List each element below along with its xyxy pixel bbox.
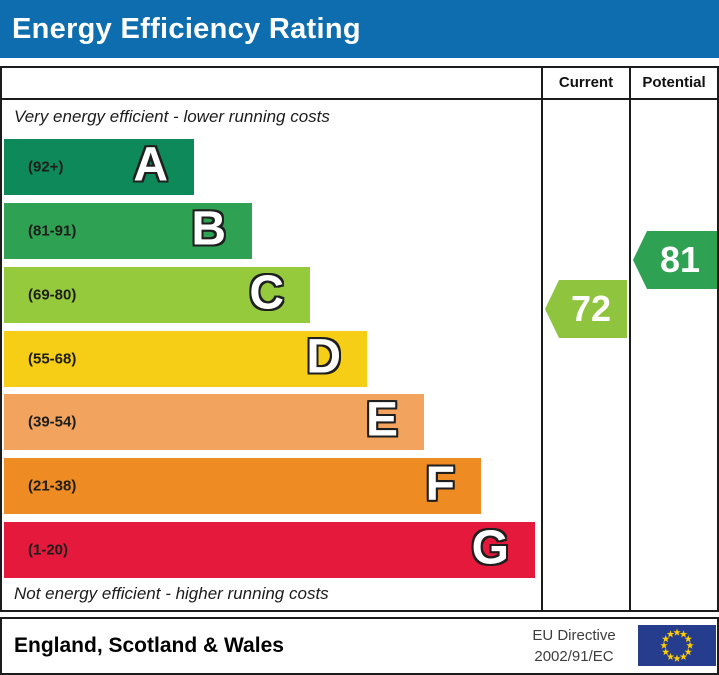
eu-directive-line2: 2002/91/EC [534, 648, 614, 665]
band-b: (81-91) B [4, 203, 252, 259]
potential-column-header: Potential [642, 74, 706, 91]
band-g-letter: G [471, 521, 509, 575]
top-caption: Very energy efficient - lower running co… [14, 107, 330, 126]
potential-rating-arrow: 81 [633, 231, 717, 289]
band-e-range: (39-54) [28, 413, 77, 431]
title-bar: Energy Efficiency Rating [0, 0, 719, 58]
eu-directive-label: EU Directive 2002/91/EC [514, 625, 634, 667]
eu-flag-icon [638, 625, 716, 666]
band-g-range: (1-20) [28, 541, 69, 559]
current-column-header: Current [558, 74, 614, 91]
eu-directive-line1: EU Directive [532, 627, 616, 644]
band-a-letter: A [133, 138, 168, 192]
band-a: (92+) A [4, 139, 194, 195]
footer: England, Scotland & Wales EU Directive 2… [0, 617, 719, 675]
page-title: Energy Efficiency Rating [12, 12, 361, 45]
band-f-range: (21-38) [28, 477, 77, 495]
bottom-caption: Not energy efficient - higher running co… [14, 584, 329, 603]
rating-table-border [0, 66, 719, 612]
band-g: (1-20) G [4, 522, 535, 578]
region-label: England, Scotland & Wales [14, 634, 284, 657]
band-d-range: (55-68) [28, 350, 77, 368]
current-rating-value: 72 [570, 288, 612, 329]
potential-rating-value: 81 [659, 239, 701, 280]
band-e-letter: E [365, 393, 398, 447]
table-header-divider [0, 98, 719, 100]
band-f: (21-38) F [4, 458, 481, 514]
current-column-divider [541, 66, 543, 612]
band-c: (69-80) C [4, 267, 310, 323]
current-rating-arrow: 72 [545, 280, 627, 338]
band-d-letter: D [306, 330, 341, 384]
band-a-range: (92+) [28, 158, 64, 176]
band-e: (39-54) E [4, 394, 424, 450]
band-b-letter: B [191, 202, 226, 256]
band-f-letter: F [425, 457, 455, 511]
band-b-range: (81-91) [28, 222, 77, 240]
potential-column-divider [629, 66, 631, 612]
band-c-letter: C [249, 266, 284, 320]
band-d: (55-68) D [4, 331, 367, 387]
band-c-range: (69-80) [28, 286, 77, 304]
